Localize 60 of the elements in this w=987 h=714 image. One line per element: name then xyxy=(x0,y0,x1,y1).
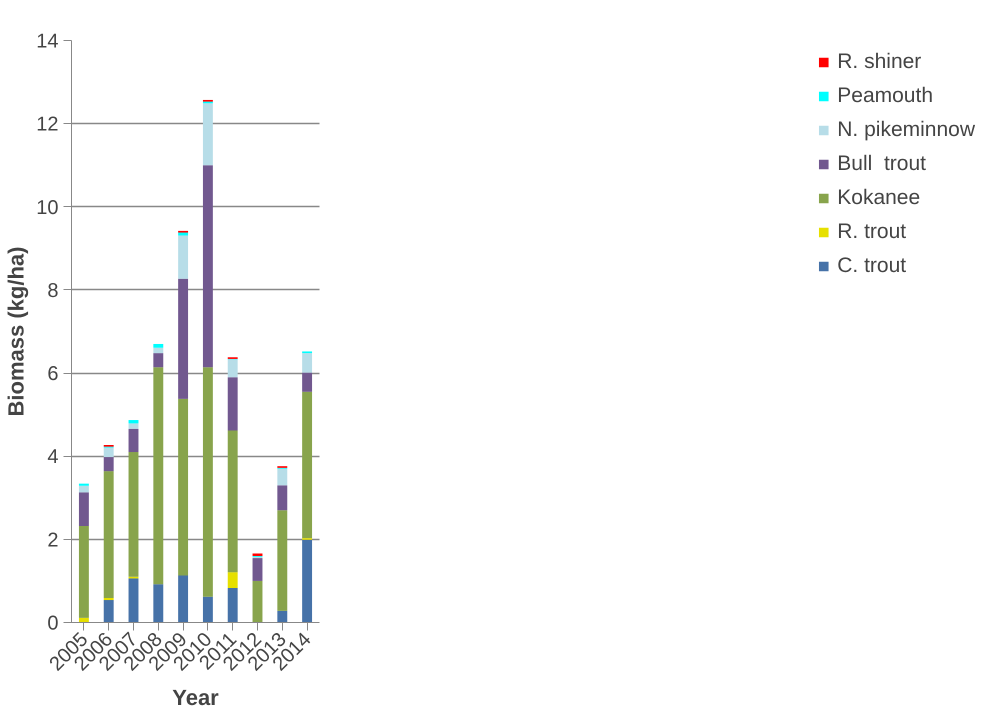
bar xyxy=(228,430,238,572)
bar xyxy=(202,367,213,597)
bar xyxy=(202,596,213,622)
bar xyxy=(104,600,114,622)
bar xyxy=(252,553,262,556)
bar xyxy=(228,359,238,378)
bar xyxy=(202,103,213,166)
y-tick-label: 8 xyxy=(47,280,58,302)
y-axis-title: Biomass (kg/ha) xyxy=(3,246,28,416)
bar xyxy=(228,588,238,622)
y-tick-label: 6 xyxy=(47,363,58,386)
bar xyxy=(104,447,114,458)
bar xyxy=(277,485,288,510)
bar xyxy=(178,235,188,279)
legend-label: N. pikeminnow xyxy=(837,118,975,142)
bar xyxy=(178,576,188,622)
legend-label: Kokanee xyxy=(837,186,920,210)
bar xyxy=(228,377,238,430)
bar xyxy=(277,610,288,622)
bar xyxy=(302,353,312,373)
bar xyxy=(302,392,312,538)
bar xyxy=(153,348,164,354)
bar xyxy=(228,572,238,588)
bar xyxy=(302,540,312,622)
x-axis-title: Year xyxy=(172,684,220,710)
legend-label: R. trout xyxy=(837,220,906,244)
y-tick-label: 12 xyxy=(36,114,59,136)
bar xyxy=(128,420,138,424)
bar xyxy=(277,468,288,486)
y-tick-label: 2 xyxy=(47,529,58,552)
y-tick-label: 4 xyxy=(47,446,58,468)
bar xyxy=(104,471,114,598)
bar xyxy=(153,344,164,348)
bar xyxy=(78,486,89,492)
legend-label: Peamouth xyxy=(837,84,933,108)
bar xyxy=(128,578,138,622)
bar xyxy=(178,232,188,236)
y-tick-label: 10 xyxy=(36,196,59,219)
bar xyxy=(202,165,213,368)
bar xyxy=(153,367,164,584)
bar xyxy=(277,510,288,611)
bar xyxy=(104,457,114,472)
legend-label: R. shiner xyxy=(837,50,922,74)
bar xyxy=(178,278,188,399)
bar xyxy=(78,526,89,618)
bar xyxy=(302,372,312,392)
bar xyxy=(128,452,138,577)
bar xyxy=(252,580,262,622)
y-tick-label: 0 xyxy=(47,612,58,634)
legend-label: C. trout xyxy=(837,254,906,278)
bar xyxy=(252,558,262,581)
bar xyxy=(128,423,138,429)
legend-label: Bull trout xyxy=(837,152,926,176)
bar xyxy=(153,353,164,368)
bar xyxy=(104,598,114,600)
bar xyxy=(153,584,164,622)
bar xyxy=(78,492,89,526)
y-tick-label: 14 xyxy=(36,30,59,52)
bar xyxy=(178,398,188,576)
bar xyxy=(128,428,138,452)
